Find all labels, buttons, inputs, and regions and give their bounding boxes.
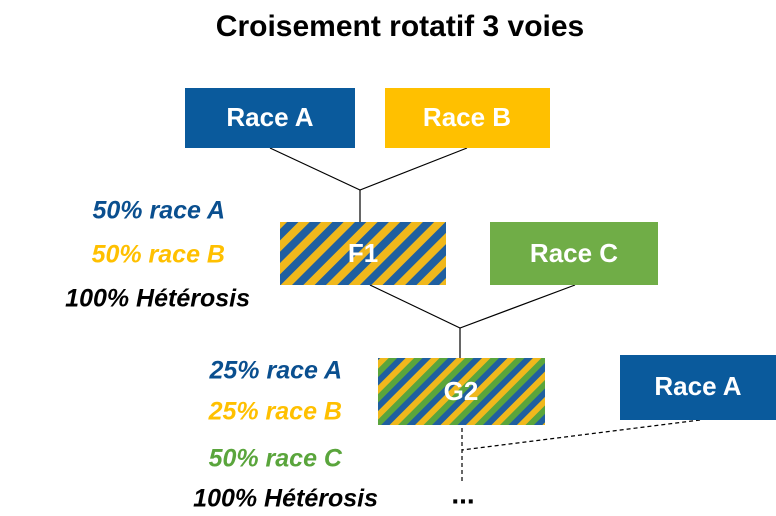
node-box (378, 358, 545, 425)
node-box (620, 355, 776, 420)
composition: 25% race A (209, 357, 343, 385)
composition: 50% race C (209, 445, 343, 473)
title: Croisement rotatif 3 voies (216, 10, 584, 43)
connector (269, 147, 468, 191)
node-label: Race A (226, 102, 313, 132)
dashed-connector (461, 419, 701, 451)
node-box (490, 222, 658, 285)
node-box (280, 222, 446, 285)
node-box (185, 88, 355, 148)
composition: 50% race B (92, 241, 225, 269)
node-label: Race C (530, 238, 618, 268)
node-label: Race B (423, 102, 511, 132)
composition: 100% Hétérosis (65, 285, 250, 313)
node-label: F1 (348, 238, 378, 268)
node-label: Race A (654, 371, 741, 401)
node-box (385, 88, 550, 148)
node-label: G2 (444, 376, 479, 406)
connector (369, 284, 576, 329)
composition: 100% Hétérosis (193, 485, 378, 513)
continuation: ... (451, 478, 474, 509)
composition: 50% race A (93, 197, 226, 225)
connectors (269, 147, 701, 482)
composition: 25% race B (208, 398, 342, 426)
